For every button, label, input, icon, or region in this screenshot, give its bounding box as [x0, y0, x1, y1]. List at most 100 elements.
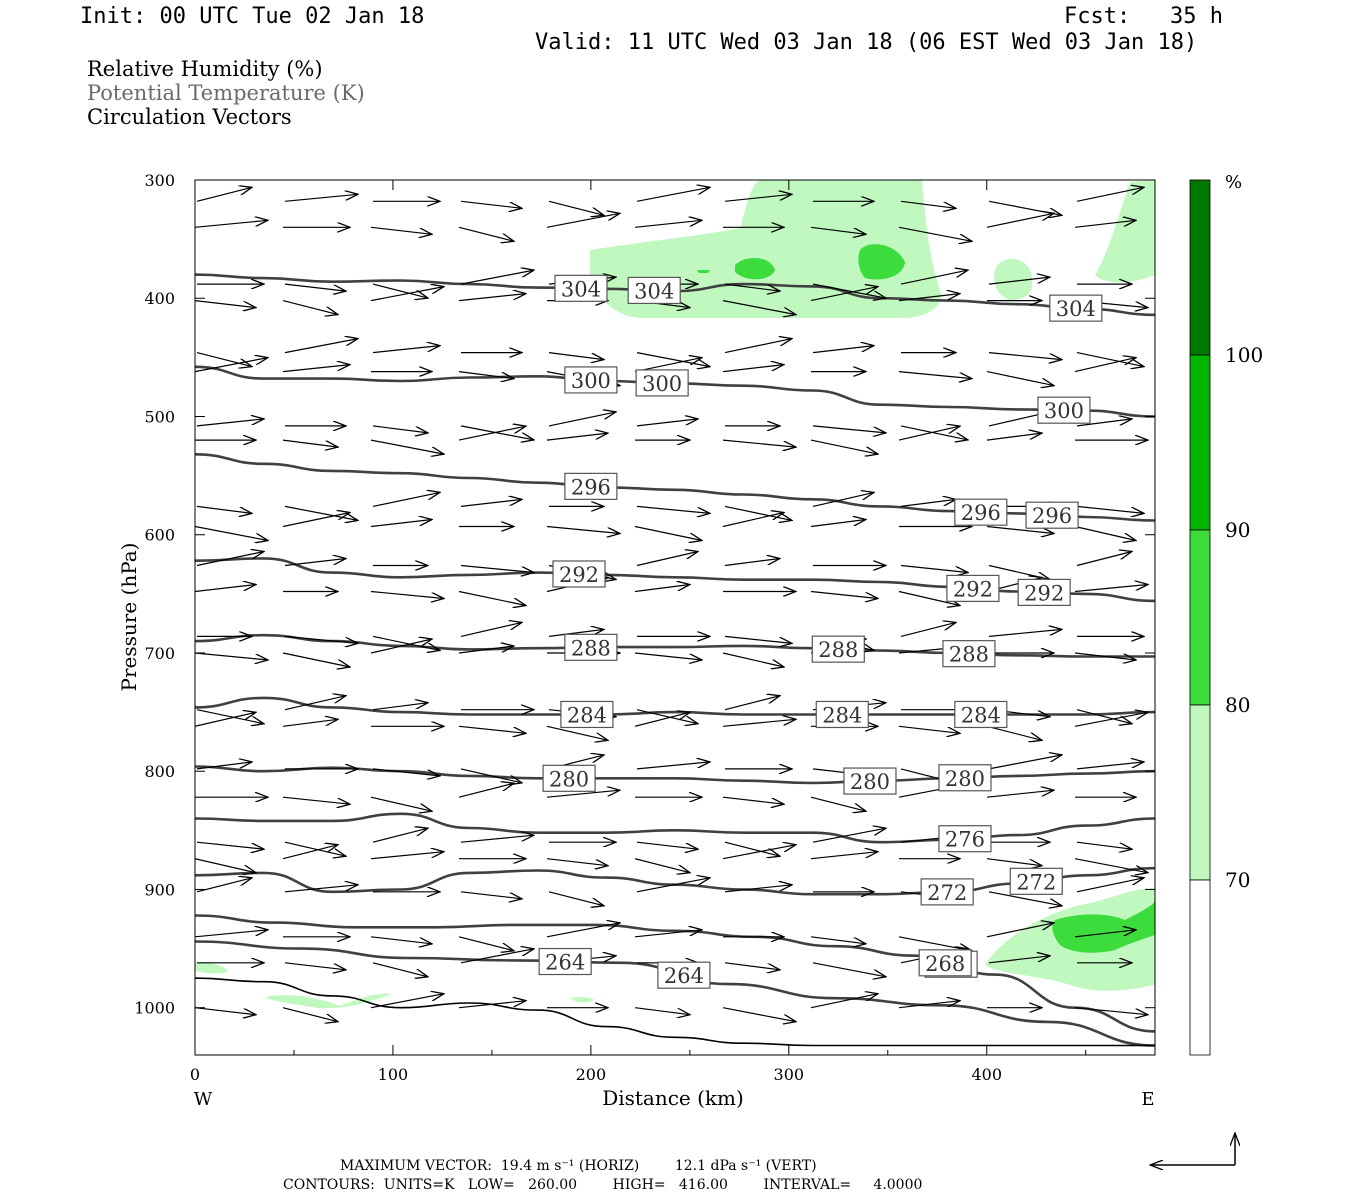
contour-label: 276 — [938, 825, 992, 853]
circulation-vector — [812, 425, 886, 433]
circulation-vector — [898, 226, 972, 241]
x-tick-label: 100 — [378, 1065, 409, 1084]
circulation-vector — [458, 1001, 526, 1009]
contour-label-box — [843, 767, 897, 795]
contour-label-box — [1049, 294, 1103, 322]
circulation-vector — [988, 956, 1050, 964]
circulation-vector — [282, 1007, 338, 1022]
circulation-vector — [284, 339, 358, 354]
y-tick-label: 900 — [144, 880, 175, 899]
x-axis-label: Distance (km) — [602, 1086, 744, 1110]
circulation-vector — [722, 300, 796, 315]
circulation-vector — [196, 762, 252, 770]
contour-label-box — [554, 274, 608, 302]
contour-label-box — [564, 366, 618, 394]
circulation-vector — [284, 885, 358, 893]
contour-label: 280 — [843, 767, 897, 795]
contour-label-text: 288 — [949, 643, 989, 667]
contour-label: 284 — [560, 700, 614, 729]
circulation-vector — [634, 652, 702, 660]
contour-label: 268 — [918, 949, 972, 977]
circulation-vector — [196, 419, 264, 427]
colorbar-label: 70 — [1225, 868, 1250, 892]
circulation-vector — [898, 426, 960, 441]
circulation-vector — [986, 858, 1042, 866]
humidity-region-80 — [1052, 900, 1155, 953]
colorbar-segment — [1189, 704, 1211, 881]
circulation-vector — [1074, 930, 1136, 938]
x-tick-label: 300 — [774, 1065, 805, 1084]
contour-label-box — [918, 949, 972, 977]
plot-border — [194, 179, 1156, 1056]
circulation-vector — [284, 194, 358, 202]
contour-label-text: 268 — [925, 952, 965, 976]
contour-label: 272 — [1009, 867, 1063, 895]
circulation-vector — [195, 652, 268, 660]
circulation-vector — [370, 520, 432, 528]
y-tick-label: 400 — [144, 289, 175, 308]
contour-label: 284 — [954, 700, 1008, 729]
circulation-vector — [988, 629, 1062, 637]
circulation-vector — [724, 962, 780, 970]
y-tick-label: 300 — [144, 171, 175, 190]
circulation-vector — [724, 283, 780, 291]
contour-label: 296 — [954, 498, 1008, 526]
contour-label-text: 288 — [571, 636, 611, 660]
humidity-region-70 — [994, 258, 1033, 300]
circulation-vector — [284, 283, 346, 291]
contour-labels: 304 304 304 300 300 300 296 296 296 292 292 292 288 2… — [538, 274, 1103, 989]
circulation-vector — [282, 439, 338, 447]
circulation-vector — [988, 755, 1062, 770]
contour-label: 264 — [657, 961, 711, 989]
circulation-vector — [196, 352, 252, 367]
contour-label: 264 — [538, 947, 592, 976]
circulation-vector — [195, 525, 268, 541]
circulation-vector — [900, 200, 956, 208]
circulation-vector — [724, 696, 780, 711]
contour-label: 284 — [815, 700, 869, 729]
circulation-vector — [284, 841, 346, 856]
contour-label-box — [635, 369, 689, 397]
terrain-profile — [195, 977, 1155, 1047]
circulation-vector — [546, 525, 620, 534]
colorbar-unit: % — [1225, 172, 1242, 193]
circulation-vector — [458, 590, 526, 606]
circulation-vector — [548, 200, 604, 215]
circulation-vector — [460, 835, 534, 843]
contour-label-text: 292 — [953, 577, 993, 601]
contour-label: 288 — [942, 640, 996, 668]
circulation-vector — [372, 768, 440, 776]
circulation-vector — [810, 520, 866, 528]
contour-label-box — [954, 700, 1008, 729]
circulation-vector — [284, 559, 346, 567]
circulation-vector — [1076, 552, 1132, 567]
circulation-vector — [548, 352, 604, 360]
contour-label: 300 — [1037, 396, 1091, 424]
contour-label-text: 304 — [634, 279, 674, 303]
circulation-vector — [460, 768, 522, 783]
circulation-vector — [810, 994, 878, 1009]
circulation-vector — [1074, 1007, 1148, 1015]
humidity-region-80 — [697, 270, 710, 273]
contour-label-box — [938, 825, 992, 853]
contour-label-box — [560, 700, 614, 729]
y-axis-label: Pressure (hPa) — [117, 543, 141, 692]
contour-label-text: 300 — [642, 372, 682, 396]
circulation-vector — [1076, 187, 1144, 202]
circulation-vector — [634, 712, 690, 727]
circulation-vector — [810, 226, 866, 234]
colorbar-segment — [1189, 879, 1211, 1056]
circulation-vector — [372, 703, 428, 711]
circulation-vector — [986, 923, 1054, 938]
humidity-colorbar: % 100 90 80 70 — [1189, 172, 1263, 1056]
circulation-vector — [195, 300, 256, 308]
circulation-vector — [548, 891, 604, 906]
circulation-vector — [372, 962, 428, 977]
circulation-vector — [810, 936, 866, 944]
legend-circulation-vectors: Circulation Vectors — [87, 105, 292, 129]
circulation-vector — [1076, 762, 1144, 770]
contour-label-text: 264 — [545, 951, 585, 975]
circulation-vector — [458, 226, 514, 241]
circulation-vector — [370, 936, 432, 944]
